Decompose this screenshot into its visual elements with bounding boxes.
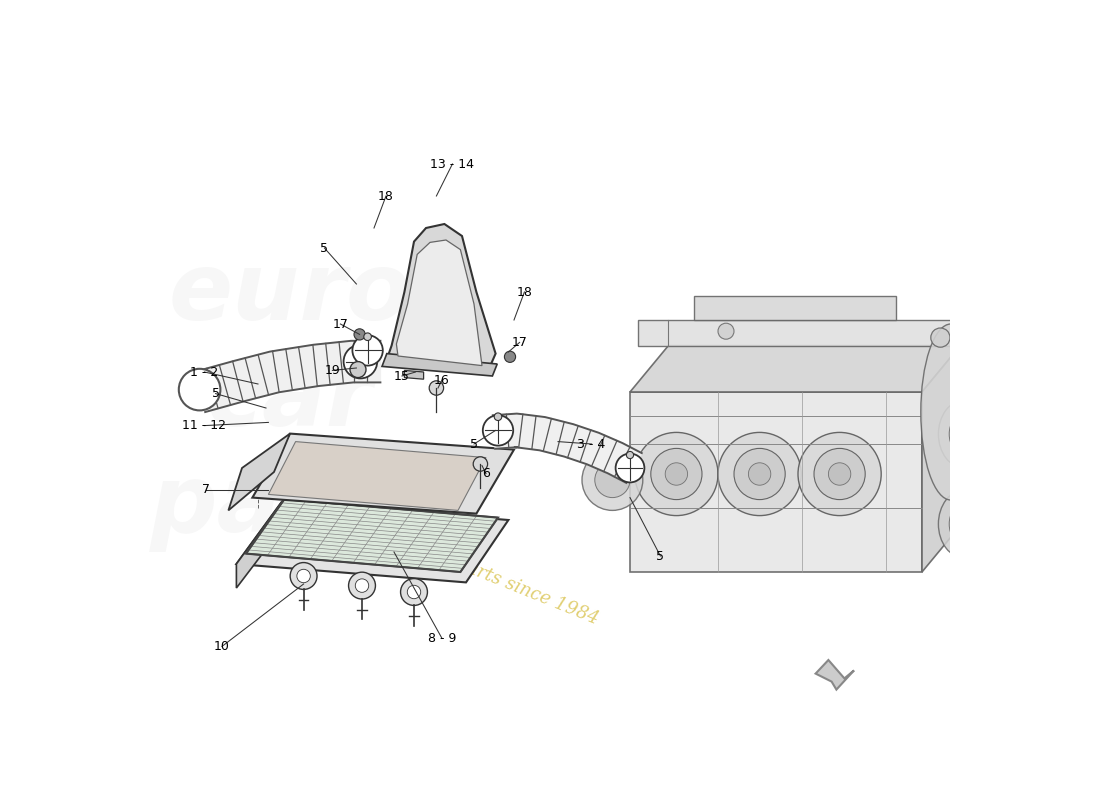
Text: 3 - 4: 3 - 4 (578, 438, 606, 450)
Polygon shape (493, 414, 641, 483)
Text: 7: 7 (202, 483, 210, 496)
Circle shape (931, 328, 950, 347)
Circle shape (828, 462, 850, 485)
Circle shape (748, 462, 771, 485)
Polygon shape (922, 346, 960, 572)
Circle shape (473, 457, 487, 471)
Circle shape (407, 586, 420, 598)
Circle shape (635, 432, 718, 516)
Circle shape (734, 448, 785, 499)
Circle shape (290, 562, 317, 590)
Ellipse shape (949, 414, 980, 455)
Polygon shape (229, 434, 290, 510)
Text: 5: 5 (320, 242, 329, 254)
Circle shape (343, 345, 377, 378)
Text: 5: 5 (211, 387, 220, 400)
Text: euro
car
parts: euro car parts (151, 248, 430, 552)
Circle shape (356, 342, 364, 350)
Text: 1 - 2: 1 - 2 (190, 366, 219, 378)
Circle shape (297, 570, 310, 582)
Circle shape (595, 462, 630, 498)
Polygon shape (382, 354, 497, 376)
Circle shape (355, 579, 368, 592)
Polygon shape (638, 320, 953, 346)
Polygon shape (236, 502, 282, 588)
Text: 15: 15 (394, 370, 410, 382)
Circle shape (814, 448, 866, 499)
Circle shape (718, 323, 734, 339)
Polygon shape (252, 434, 514, 514)
Polygon shape (268, 442, 486, 510)
Polygon shape (236, 502, 508, 582)
Circle shape (354, 329, 365, 340)
Circle shape (718, 432, 801, 516)
Ellipse shape (949, 503, 980, 545)
Circle shape (352, 335, 383, 366)
Text: 5: 5 (470, 438, 478, 450)
Polygon shape (386, 224, 496, 372)
Polygon shape (630, 392, 922, 572)
Ellipse shape (938, 400, 990, 468)
Text: 18: 18 (378, 190, 394, 202)
Polygon shape (194, 341, 381, 412)
Polygon shape (396, 240, 482, 366)
Polygon shape (405, 370, 424, 379)
Text: 16: 16 (434, 374, 450, 386)
Circle shape (350, 362, 366, 378)
Circle shape (483, 415, 514, 446)
Circle shape (505, 351, 516, 362)
Circle shape (429, 381, 443, 395)
Circle shape (400, 578, 428, 606)
Text: 5: 5 (657, 550, 664, 562)
Text: 8 - 9: 8 - 9 (428, 632, 456, 645)
Text: 17: 17 (512, 336, 528, 349)
Ellipse shape (938, 490, 990, 558)
Circle shape (364, 333, 372, 341)
Text: a passion for parts since 1984: a passion for parts since 1984 (339, 508, 601, 628)
Circle shape (349, 572, 375, 599)
Circle shape (179, 369, 220, 410)
Circle shape (666, 462, 688, 485)
Polygon shape (630, 346, 960, 392)
Circle shape (626, 451, 634, 458)
Polygon shape (815, 660, 854, 690)
Text: 10: 10 (214, 640, 230, 653)
Text: 6: 6 (482, 467, 490, 480)
Circle shape (798, 432, 881, 516)
Ellipse shape (921, 324, 981, 500)
Circle shape (582, 450, 642, 510)
Text: 18: 18 (517, 286, 532, 298)
Circle shape (494, 413, 502, 421)
Polygon shape (694, 296, 896, 320)
Text: 13 - 14: 13 - 14 (430, 158, 474, 170)
Text: 17: 17 (332, 318, 349, 330)
Text: 19: 19 (324, 364, 340, 377)
Text: 11 - 12: 11 - 12 (183, 419, 227, 432)
Circle shape (651, 448, 702, 499)
Circle shape (616, 454, 645, 482)
Polygon shape (246, 499, 498, 572)
